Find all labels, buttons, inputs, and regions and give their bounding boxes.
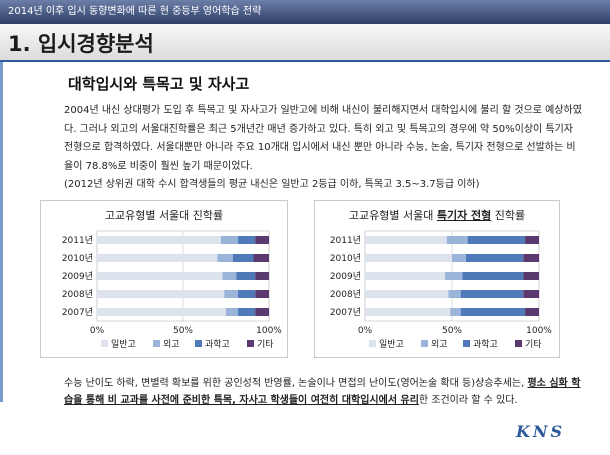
chart-title: 고교유형별 서울대 특기자 전형 진학률: [315, 207, 559, 223]
bar-segment: [365, 290, 449, 298]
bar-segment: [255, 272, 269, 280]
kns-logo: KNS: [516, 422, 580, 444]
bar-segment: [525, 236, 539, 244]
bar-segment: [523, 272, 539, 280]
category-label: 2011년: [330, 235, 361, 246]
category-label: 2010년: [330, 253, 361, 264]
legend-swatch: [153, 340, 160, 347]
bar-segment: [465, 254, 524, 262]
logo-text: KNS: [516, 422, 566, 441]
legend-swatch: [101, 340, 108, 347]
legend-swatch: [463, 340, 470, 347]
legend-label: 기타: [525, 339, 542, 350]
paragraph-text: 2004년 내신 상대평가 도입 후 특목고 및 자사고가 일반고에 비해 내신…: [64, 105, 582, 172]
bar-segment: [224, 290, 239, 298]
bar-segment: [523, 290, 539, 298]
bar-segment: [97, 290, 225, 298]
conclusion-emphasis: 평소 심화 학습을 통해 비 교과를 사전에 준비한 특목, 자사고 학생들이 …: [64, 378, 581, 406]
x-tick-label: 100%: [526, 326, 552, 336]
legend-swatch: [515, 340, 522, 347]
x-tick-label: 0%: [358, 326, 373, 336]
bar-segment: [452, 254, 466, 262]
legend-label: 과학고: [205, 339, 230, 350]
conclusion-part1: 수능 난이도 하락, 변별력 확보를 위한 공인성적 반영률, 논술이나 면접의…: [64, 378, 528, 389]
legend-label: 기타: [257, 339, 274, 350]
chart-title-prefix: 고교유형별 서울대: [348, 209, 437, 222]
chart-title-suffix: 진학률: [491, 209, 526, 222]
section-title-bar: 1. 입시경향분석: [0, 24, 610, 62]
chart-seoul-admission: 고교유형별 서울대 진학률 0% 50% 100% 2011년 2010년 2009년 20…: [40, 200, 288, 358]
category-label: 2007년: [62, 307, 93, 318]
x-tick-label: 50%: [442, 326, 462, 336]
bar-segment: [238, 236, 256, 244]
bar-segment: [226, 308, 239, 316]
bar-segment: [460, 290, 524, 298]
chart-title: 고교유형별 서울대 진학률: [104, 209, 224, 222]
bar-segment: [97, 236, 221, 244]
bar-segment: [450, 308, 461, 316]
bar-segment: [448, 290, 461, 298]
legend-label: 일반고: [111, 339, 136, 350]
category-label: 2009년: [330, 271, 361, 282]
bar-segment: [365, 236, 447, 244]
bar-segment: [525, 308, 539, 316]
category-label: 2011년: [62, 235, 93, 246]
legend-label: 과학고: [473, 339, 498, 350]
legend-swatch: [195, 340, 202, 347]
bar-segment: [238, 290, 256, 298]
legend-label: 외고: [431, 338, 448, 350]
bar-segment: [255, 236, 269, 244]
legend-label: 외고: [163, 338, 180, 350]
bar-segment: [97, 272, 223, 280]
bar-segment: [255, 308, 269, 316]
chart-special-admission: 고교유형별 서울대 특기자 전형 진학률 0% 50% 100% 2011년 2010년…: [314, 200, 560, 358]
bar-segment: [460, 308, 526, 316]
category-label: 2007년: [330, 307, 361, 318]
bar-segment: [253, 254, 269, 262]
bar-segment: [222, 272, 237, 280]
category-label: 2009년: [62, 271, 93, 282]
paragraph-note: (2012년 상위권 대학 수시 합격생들의 평균 내신은 일반고 2등급 이하…: [64, 179, 480, 190]
conclusion-part2: 한 조건이라 할 수 있다.: [418, 395, 518, 406]
legend-swatch: [421, 340, 428, 347]
x-tick-label: 100%: [256, 326, 282, 336]
chart-title-emphasis: 특기자 전형: [436, 209, 492, 222]
bar-segment: [365, 272, 446, 280]
bar-segment: [365, 254, 452, 262]
header-bar: 2014년 이후 입시 동향변화에 따른 현 중등부 영어학습 전략: [0, 0, 610, 24]
bar-segment: [255, 290, 269, 298]
x-tick-label: 0%: [90, 326, 105, 336]
body-paragraph: 2004년 내신 상대평가 도입 후 특목고 및 자사고가 일반고에 비해 내신…: [64, 102, 584, 195]
category-label: 2008년: [330, 289, 361, 300]
bar-segment: [467, 236, 526, 244]
x-tick-label: 50%: [173, 326, 193, 336]
conclusion-text: 수능 난이도 하락, 변별력 확보를 위한 공인성적 반영률, 논술이나 면접의…: [64, 375, 584, 409]
bar-segment: [238, 308, 256, 316]
bar-segment: [523, 254, 539, 262]
bar-segment: [446, 236, 468, 244]
bar-segment: [220, 236, 239, 244]
header-title: 2014년 이후 입시 동향변화에 따른 현 중등부 영어학습 전략: [8, 6, 262, 17]
bar-segment: [445, 272, 463, 280]
bar-segment: [365, 308, 451, 316]
subtitle: 대학입시와 특목고 및 자사고: [68, 75, 250, 93]
section-title: 1. 입시경향분석: [8, 32, 154, 56]
bar-segment: [236, 272, 256, 280]
legend-swatch: [369, 340, 376, 347]
bar-segment: [462, 272, 524, 280]
bar-segment: [217, 254, 233, 262]
legend-swatch: [247, 340, 254, 347]
bar-segment: [97, 308, 226, 316]
left-accent-rule: [0, 62, 3, 402]
category-label: 2010년: [62, 253, 93, 264]
bar-segment: [97, 254, 218, 262]
legend-label: 일반고: [379, 339, 404, 350]
category-label: 2008년: [62, 289, 93, 300]
bar-segment: [232, 254, 254, 262]
